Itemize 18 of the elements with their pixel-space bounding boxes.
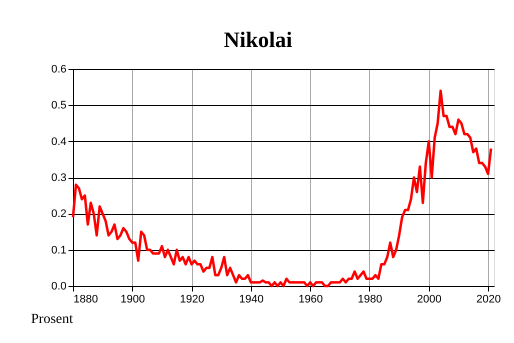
y-tick-label: 0.6 [51, 64, 66, 76]
x-tick-label: 1980 [358, 294, 382, 306]
line-series [72, 89, 492, 288]
x-tick-label: 1900 [120, 294, 146, 306]
y-tick-label: 0.4 [51, 136, 66, 148]
x-tick-label: 1940 [239, 294, 264, 306]
text: Prosent [31, 312, 74, 327]
y-tick-label: 0.0 [51, 280, 66, 292]
chart-title: Nikolai [224, 27, 292, 52]
x-tick-label: 1880 [74, 294, 98, 306]
x-tick-label: 1920 [180, 294, 204, 306]
y-tick-label: 0.3 [51, 172, 66, 184]
y-tick-label: 0.5 [51, 100, 66, 112]
x-tick-label: 1960 [298, 294, 323, 306]
x-tick-label: 2020 [476, 294, 501, 306]
x-tick-label: 2000 [417, 294, 442, 306]
y-tick-label: 0.1 [51, 244, 66, 256]
y-tick-label: 0.2 [51, 208, 66, 220]
